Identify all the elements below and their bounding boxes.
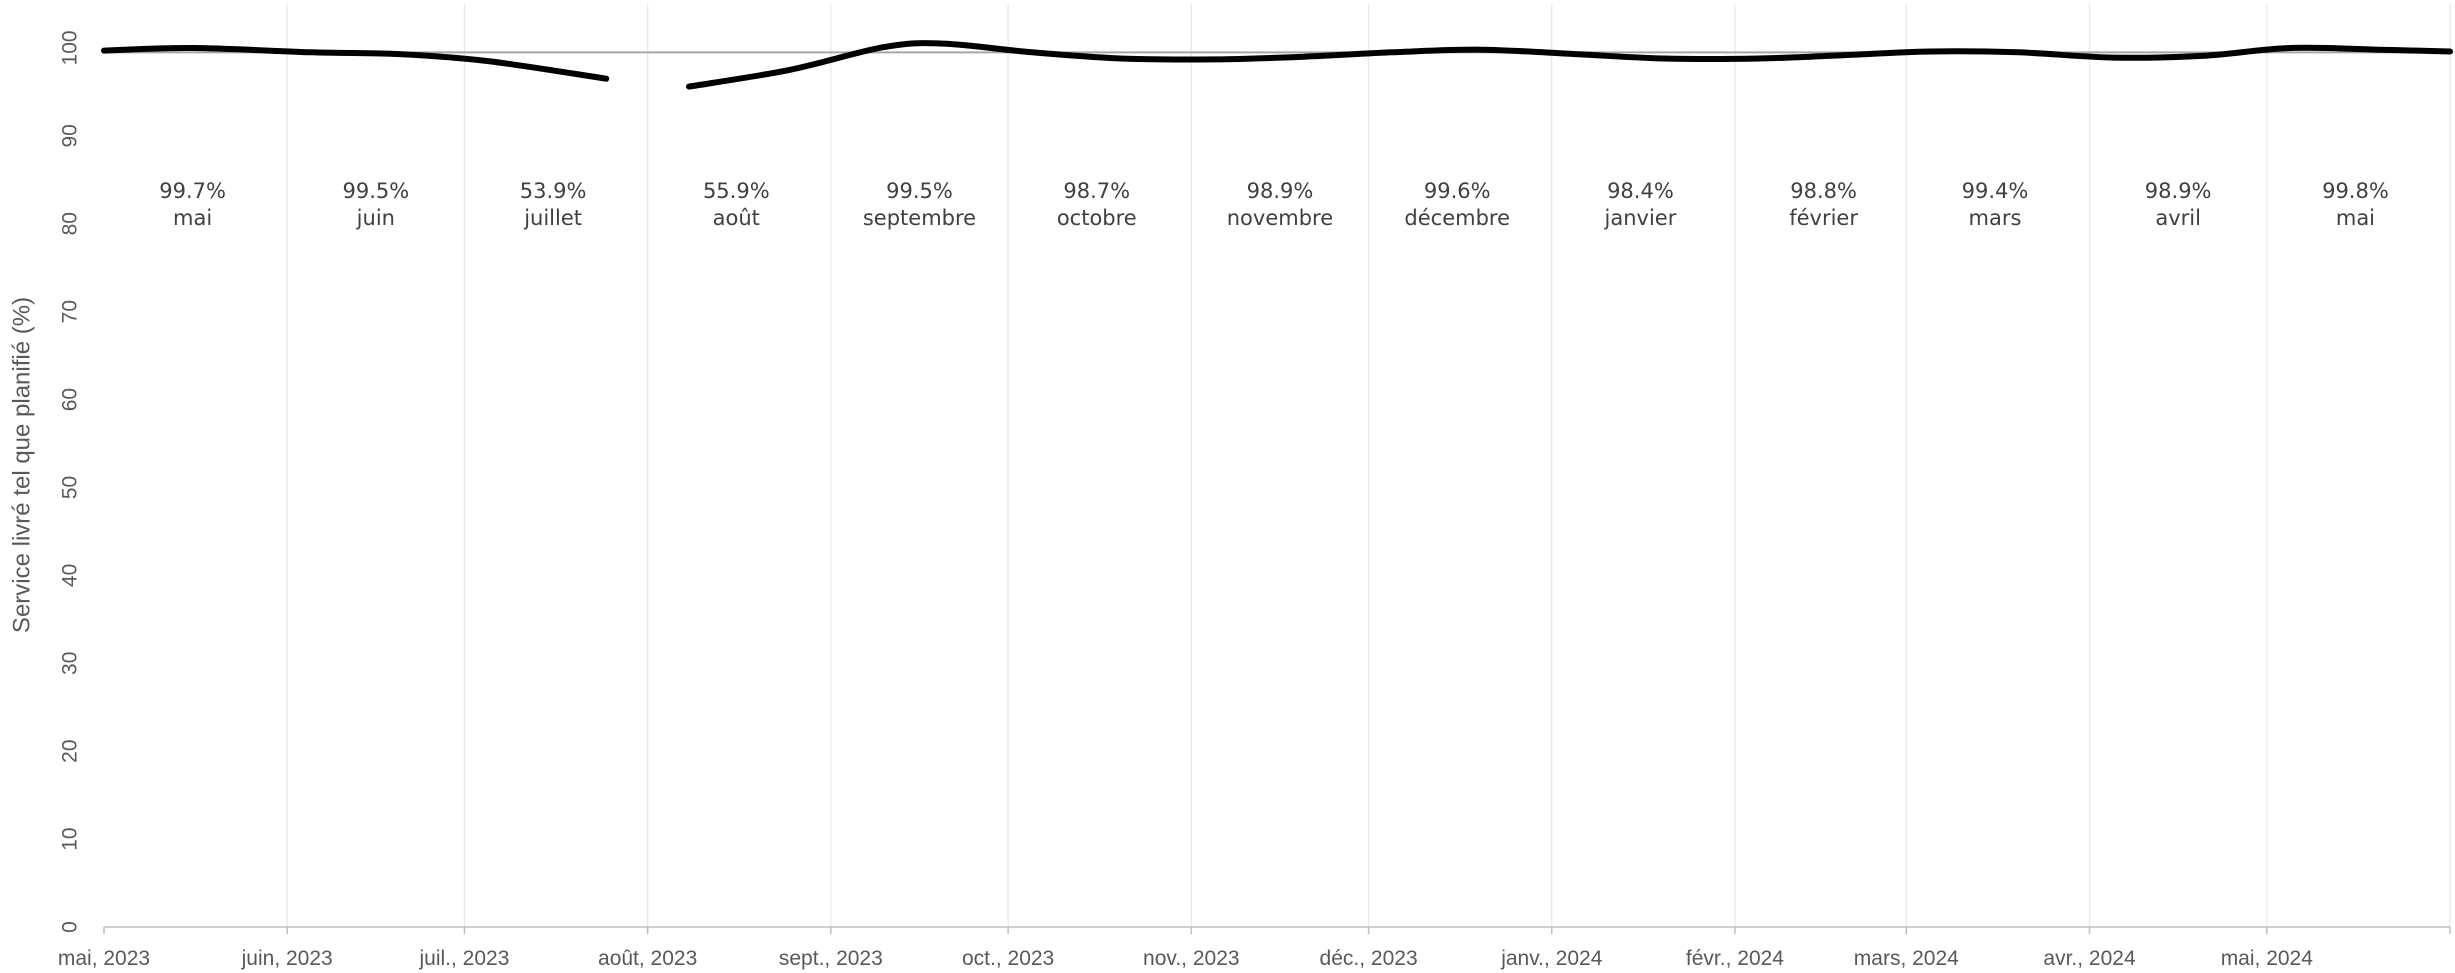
y-tick-label: 70 [59,300,82,323]
y-axis-ticks: 0 10 20 30 40 50 60 70 80 90 100 [59,30,82,932]
data-label-month: janvier [1604,206,1677,230]
y-tick-label: 90 [59,124,82,147]
y-tick-label: 100 [59,30,82,65]
data-label-value: 98.4% [1607,179,1674,203]
data-labels: 99.7% mai 99.5% juin 53.9% juillet 55.9% août 99… [159,179,2389,230]
x-tick-label: mai, 2024 [2221,947,2314,970]
x-tick-label: juin, 2023 [241,947,333,970]
y-tick-label: 40 [59,564,82,587]
y-tick-label: 10 [59,827,82,850]
series-line [101,40,2453,90]
data-label-month: septembre [863,206,976,230]
x-tick-label: nov., 2023 [1143,947,1240,970]
y-axis-label: Service livré tel que planifié (%) [9,297,36,633]
y-tick-label: 50 [59,476,82,499]
data-label-month: juin [356,206,395,230]
data-label-month: juillet [523,206,582,230]
data-label-value: 99.5% [342,179,409,203]
data-label-value: 99.6% [1424,179,1491,203]
x-tick-label: juil., 2023 [419,947,510,970]
x-axis-ticks: mai, 2023 juin, 2023 juil., 2023 août, 2023… [58,927,2451,970]
x-tick-label: sept., 2023 [779,947,883,970]
y-tick-label: 20 [59,740,82,763]
data-label-value: 55.9% [703,179,770,203]
x-tick-label: avr., 2024 [2043,947,2136,970]
x-tick-label: oct., 2023 [962,947,1054,970]
x-tick-label: janv., 2024 [1500,947,1603,970]
x-tick-label: mars, 2024 [1854,947,1959,970]
data-label-value: 99.7% [159,179,226,203]
data-label-value: 99.4% [1962,179,2029,203]
data-label-value: 53.9% [520,179,587,203]
x-tick-label: mai, 2023 [58,947,150,970]
data-label-month: mai [2336,206,2375,230]
data-label-value: 98.9% [2145,179,2212,203]
data-label-month: août [713,206,760,230]
x-tick-label: août, 2023 [598,947,697,970]
grid-lines [286,4,2451,927]
data-label-month: avril [2155,206,2201,230]
y-tick-label: 30 [59,652,82,675]
data-label-value: 99.5% [886,179,953,203]
data-label-month: mai [173,206,212,230]
data-label-month: décembre [1404,206,1510,230]
y-tick-label: 60 [59,388,82,411]
data-label-month: novembre [1227,206,1333,230]
y-tick-label: 0 [59,921,82,933]
series-segment [101,44,610,82]
x-tick-label: févr., 2024 [1686,947,1784,970]
data-label-month: mars [1969,206,2022,230]
data-label-month: février [1789,206,1858,230]
x-tick-label: déc., 2023 [1320,947,1418,970]
data-label-value: 98.8% [1790,179,1857,203]
series-segment [686,40,2453,90]
y-tick-label: 80 [59,212,82,235]
data-label-month: octobre [1057,206,1137,230]
data-label-value: 98.7% [1063,179,1130,203]
data-label-value: 98.9% [1247,179,1314,203]
data-label-value: 99.8% [2322,179,2389,203]
